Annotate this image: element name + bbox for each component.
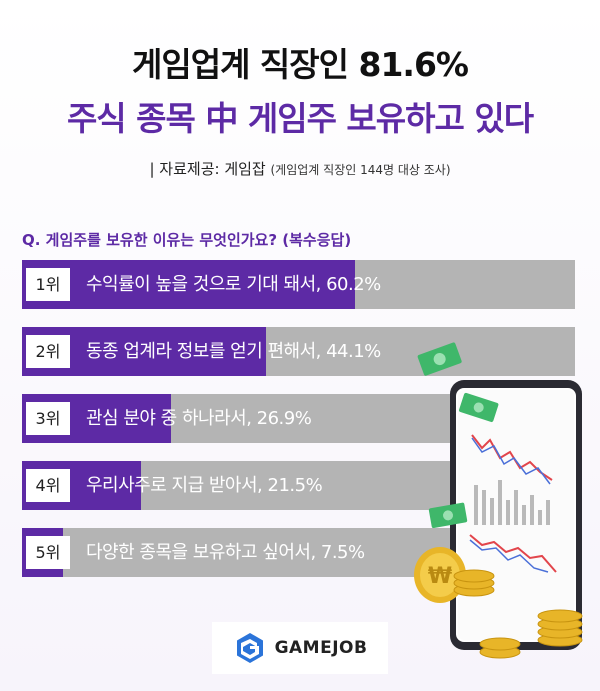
source-note: (게임업계 직장인 144명 대상 조사)	[270, 163, 451, 177]
headline-line-2: 주식 종목 中 게임주 보유하고 있다	[66, 99, 534, 138]
smartphone-stock-chart-icon: ₩	[410, 340, 600, 690]
bar-chart: 1위 수익률이 높을 것으로 기대 돼서, 60.2% 2위 동종 업계라 정보를 얻…	[22, 260, 575, 595]
bar-row: 1위 수익률이 높을 것으로 기대 돼서, 60.2%	[22, 260, 575, 309]
bar-data-label: 우리사주로 지급 받아서, 21.5%	[86, 475, 323, 496]
gamejob-logo: GAMEJOB	[212, 622, 388, 674]
rank-label: 2위	[26, 335, 70, 368]
source-prefix: | 자료제공: 게임잡	[149, 160, 266, 178]
rank-label: 5위	[26, 536, 70, 569]
bar-data-label: 다양한 종목을 보유하고 싶어서, 7.5%	[86, 542, 365, 563]
rank-label: 4위	[26, 469, 70, 502]
bar-data-label: 관심 분야 중 하나라서, 26.9%	[86, 408, 312, 429]
bar-data-label: 동종 업계라 정보를 얻기 편해서, 44.1%	[86, 341, 381, 362]
bar-data-label: 수익률이 높을 것으로 기대 돼서, 60.2%	[86, 274, 381, 295]
survey-question: Q. 게임주를 보유한 이유는 무엇인가요? (복수응답)	[22, 231, 352, 249]
gamejob-logo-text: GAMEJOB	[274, 638, 368, 658]
rank-label: 1위	[26, 268, 70, 301]
source-credit: | 자료제공: 게임잡 (게임업계 직장인 144명 대상 조사)	[0, 158, 600, 179]
headline-line-1: 게임업계 직장인 81.6%	[132, 45, 469, 84]
rank-label: 3위	[26, 402, 70, 435]
bar	[22, 260, 355, 309]
gamejob-logo-icon	[236, 633, 263, 663]
bar-row: 2위 동종 업계라 정보를 얻기 편해서, 44.1%	[22, 327, 575, 376]
svg-text:₩: ₩	[428, 564, 452, 589]
